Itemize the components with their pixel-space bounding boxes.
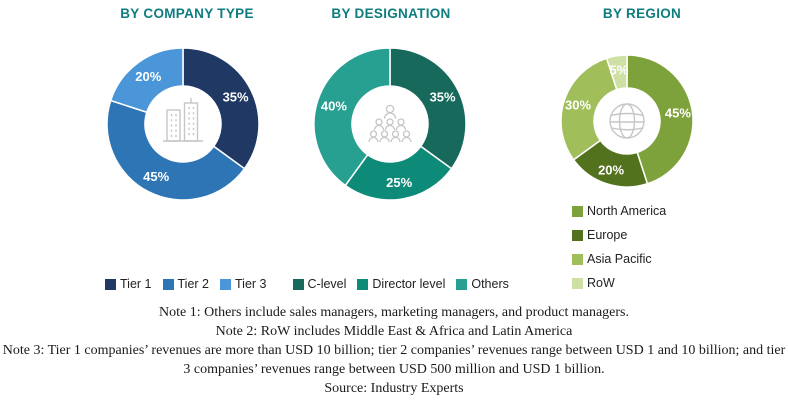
legend-item-row: RoW — [572, 276, 666, 290]
slice-c-level — [389, 47, 467, 170]
slice-value-tier-1: 35% — [223, 90, 249, 105]
source-line: Source: Industry Experts — [324, 381, 464, 396]
org-chart-icon — [368, 104, 412, 143]
legend-swatch-north-america — [572, 205, 583, 217]
slice-asia-pacific — [560, 57, 618, 161]
designation-donut: 35% 25% 40% — [313, 47, 467, 201]
slice-others — [313, 47, 391, 187]
slice-value-tier-3: 20% — [135, 69, 161, 84]
legend-swatch-asia-pacific — [572, 253, 583, 265]
note-3: Note 3: Tier 1 companies’ revenues are m… — [2, 343, 786, 377]
legend-item-c-level: C-level — [292, 277, 347, 291]
legend-swatch-europe — [572, 229, 583, 241]
legend-label-c-level: C-level — [307, 277, 347, 291]
legend-label-others: Others — [471, 277, 509, 291]
region-donut: 45% 20% 30% 5% — [560, 54, 694, 188]
legend-item-director-level: Director level — [357, 277, 445, 291]
buildings-icon — [163, 98, 203, 142]
legend-item-europe: Europe — [572, 228, 666, 242]
slice-value-row: 5% — [610, 63, 629, 78]
slice-value-north-america: 45% — [665, 105, 691, 120]
legend-label-row: RoW — [587, 276, 615, 290]
company-type-donut: 35% 45% 20% — [106, 47, 260, 201]
legend-swatch-c-level — [292, 278, 304, 290]
slice-value-asia-pacific: 30% — [565, 98, 591, 113]
legend-label-asia-pacific: Asia Pacific — [587, 252, 652, 266]
bottom-legend-row: Tier 1 Tier 2 Tier 3 C-level Director level… — [105, 277, 509, 291]
slice-value-director-level: 25% — [386, 175, 412, 190]
slice-tier-2 — [106, 99, 246, 201]
legend-label-europe: Europe — [587, 228, 628, 242]
designation-chart-title: BY DESIGNATION — [331, 6, 451, 21]
legend-swatch-tier-2 — [162, 278, 174, 290]
footnotes: Note 1: Others include sales managers, m… — [0, 303, 788, 398]
legend-label-tier-3: Tier 3 — [235, 277, 267, 291]
designation-legend: C-level Director level Others — [292, 277, 509, 291]
slice-tier-1 — [182, 47, 260, 170]
slice-value-others: 40% — [321, 98, 347, 113]
slice-north-america — [626, 54, 694, 185]
legend-label-tier-2: Tier 2 — [177, 277, 210, 291]
legend-swatch-tier-3 — [220, 278, 231, 290]
company-type-legend: Tier 1 Tier 2 Tier 3 — [105, 277, 267, 291]
note-1: Note 1: Others include sales managers, m… — [158, 305, 629, 320]
legend-swatch-tier-1 — [105, 278, 116, 290]
legend-item-tier-2: Tier 2 — [162, 277, 210, 291]
legend-swatch-row — [572, 277, 583, 289]
slice-tier-3 — [109, 47, 184, 114]
legend-label-director-level: Director level — [372, 277, 446, 291]
legend-swatch-others — [456, 278, 468, 290]
region-chart-title: BY REGION — [602, 6, 682, 21]
legend-swatch-director-level — [357, 278, 369, 290]
slice-value-c-level: 35% — [430, 90, 456, 105]
legend-item-others: Others — [456, 277, 509, 291]
legend-item-tier-1: Tier 1 — [105, 277, 152, 291]
company-type-chart-title: BY COMPANY TYPE — [120, 6, 254, 21]
slice-row — [605, 54, 628, 91]
note-2: Note 2: RoW includes Middle East & Afric… — [215, 324, 573, 339]
legend-label-tier-1: Tier 1 — [120, 277, 152, 291]
region-legend: North America Europe Asia Pacific RoW — [572, 204, 666, 290]
legend-item-asia-pacific: Asia Pacific — [572, 252, 666, 266]
legend-label-north-america: North America — [587, 204, 667, 218]
slice-director-level — [344, 145, 453, 201]
legend-item-north-america: North America — [572, 204, 666, 218]
slice-value-europe: 20% — [598, 163, 624, 178]
slice-value-tier-2: 45% — [143, 169, 169, 184]
legend-item-tier-3: Tier 3 — [220, 277, 267, 291]
globe-icon — [609, 103, 645, 139]
